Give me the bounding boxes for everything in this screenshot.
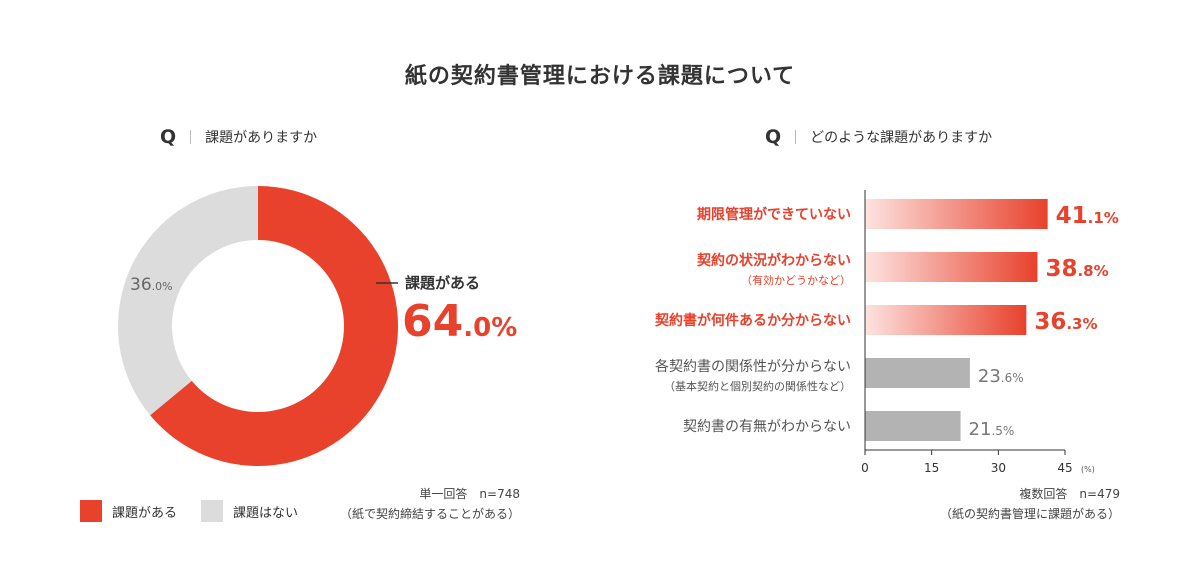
right-note-line2: （紙の契約書管理に課題がある） bbox=[939, 507, 1120, 521]
bar-0 bbox=[865, 199, 1048, 229]
legend-item-no: 課題はない bbox=[201, 500, 298, 522]
bar-value-int-1: 38 bbox=[1045, 256, 1077, 282]
x-tick-label-1: 15 bbox=[924, 461, 939, 475]
legend-swatch-yes bbox=[80, 500, 102, 522]
donut-main-value-int: 64 bbox=[402, 296, 463, 347]
donut-main-value-dec: .0% bbox=[463, 313, 517, 343]
q-mark: Q bbox=[160, 126, 177, 148]
donut-legend: 課題がある 課題はない bbox=[80, 500, 322, 522]
right-note: 複数回答 n=479 （紙の契約書管理に課題がある） bbox=[880, 484, 1120, 524]
bar-1 bbox=[865, 252, 1038, 282]
left-question: Q 課題がありますか bbox=[160, 126, 317, 148]
chart-title: 紙の契約書管理における課題について bbox=[404, 64, 796, 89]
bar-value-dec-3: .6% bbox=[1001, 371, 1024, 385]
bar-label-2: 契約書が何件あるか分からない bbox=[654, 312, 851, 329]
left-note: 単一回答 n=748 （紙で契約締結することがある） bbox=[300, 484, 520, 524]
bar-value-int-2: 36 bbox=[1034, 309, 1066, 335]
bar-value-dec-4: .5% bbox=[991, 424, 1014, 438]
bar-label-0: 期限管理ができていない bbox=[697, 206, 851, 223]
bar-value-dec-1: .8% bbox=[1077, 262, 1108, 280]
bar-label-1: 契約の状況がわからない bbox=[696, 252, 851, 269]
bar-value-int-3: 23 bbox=[978, 366, 1001, 387]
legend-label-yes: 課題がある bbox=[112, 505, 178, 521]
bar-value-2: 36.3% bbox=[1034, 309, 1097, 335]
legend-item-yes: 課題がある bbox=[80, 500, 177, 522]
bar-sublabel-3: （基本契約と個別契約の関係性など） bbox=[664, 379, 851, 393]
bar-value-4: 21.5% bbox=[969, 419, 1015, 440]
bar-value-dec-0: .1% bbox=[1088, 209, 1119, 227]
donut-main-value: 64.0% bbox=[402, 296, 517, 347]
bar-value-int-0: 41 bbox=[1056, 203, 1088, 229]
bar-3 bbox=[865, 358, 970, 388]
bar-value-dec-2: .3% bbox=[1066, 315, 1097, 333]
bar-chart: 期限管理ができていない 41.1% 契約の状況がわからない （有効かどうかなど） 38.… bbox=[654, 190, 1119, 475]
right-question: Q どのような課題がありますか bbox=[765, 126, 992, 148]
donut-second-value-dec: .0% bbox=[152, 280, 173, 293]
bar-4 bbox=[865, 411, 961, 441]
bar-value-int-4: 21 bbox=[969, 419, 992, 440]
divider bbox=[795, 130, 797, 144]
donut-slice-0 bbox=[150, 186, 399, 467]
divider bbox=[190, 130, 192, 144]
donut-main-label: 課題がある bbox=[405, 274, 480, 292]
left-note-line1: 単一回答 n=748 bbox=[419, 487, 520, 501]
bar-2 bbox=[865, 305, 1027, 335]
right-note-line1: 複数回答 n=479 bbox=[1019, 487, 1120, 501]
donut-second-value-int: 36 bbox=[130, 275, 152, 295]
x-tick-label-0: 0 bbox=[861, 461, 869, 475]
bar-value-3: 23.6% bbox=[978, 366, 1024, 387]
bar-value-1: 38.8% bbox=[1045, 256, 1108, 282]
donut-second-value: 36.0% bbox=[130, 275, 173, 295]
bar-label-4: 契約書の有無がわからない bbox=[683, 419, 851, 435]
x-unit: (%) bbox=[1081, 465, 1095, 474]
donut-slice-1 bbox=[118, 186, 259, 416]
bar-value-0: 41.1% bbox=[1056, 203, 1119, 229]
legend-label-no: 課題はない bbox=[233, 505, 299, 521]
left-question-text: 課題がありますか bbox=[205, 130, 318, 146]
bar-sublabel-1: （有効かどうかなど） bbox=[741, 273, 851, 287]
x-tick-label-3: 45 bbox=[1057, 461, 1072, 475]
right-question-text: どのような課題がありますか bbox=[810, 130, 993, 146]
legend-swatch-no bbox=[201, 500, 224, 522]
bar-label-3: 各契約書の関係性が分からない bbox=[655, 359, 851, 375]
q-mark: Q bbox=[765, 126, 782, 148]
left-note-line2: （紙で契約締結することがある） bbox=[339, 507, 520, 521]
x-tick-label-2: 30 bbox=[991, 461, 1006, 475]
